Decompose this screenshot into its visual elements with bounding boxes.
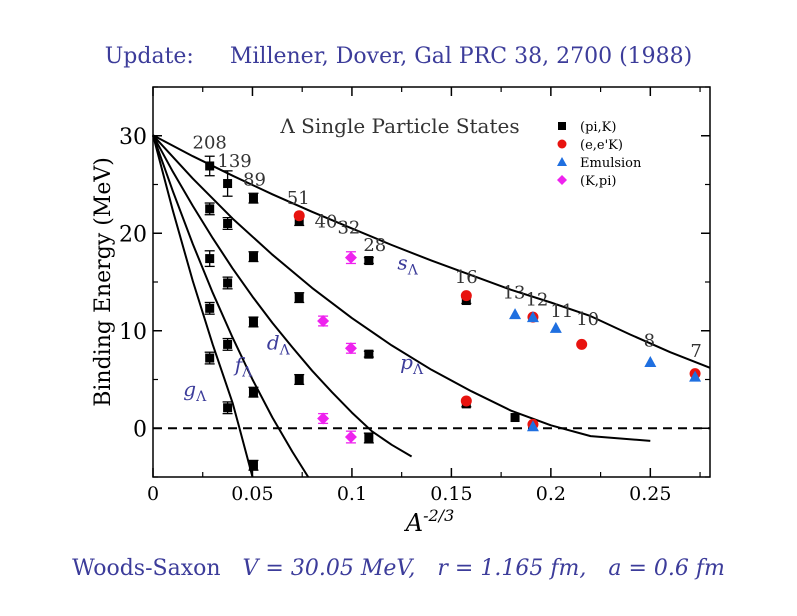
curve-s bbox=[152, 134, 711, 369]
mass-number-label: 32 bbox=[337, 217, 360, 238]
point-emulsion bbox=[526, 311, 539, 323]
curve-label-f: fΛ bbox=[233, 353, 253, 381]
header-reference: Millener, Dover, Gal PRC 38, 2700 (1988) bbox=[229, 44, 693, 69]
curve-label-g: gΛ bbox=[183, 377, 207, 405]
legend: (pi,K) (e,e'K) Emulsion (K,pi) bbox=[557, 120, 642, 189]
mass-number-label: 13 bbox=[503, 283, 526, 304]
curve-g bbox=[152, 135, 254, 478]
point-kpi bbox=[344, 342, 357, 355]
x-tick-label: 0.25 bbox=[629, 483, 671, 505]
y-tick-label: 0 bbox=[133, 417, 147, 442]
point-pik bbox=[205, 254, 215, 264]
y-tick-label: 30 bbox=[119, 125, 147, 150]
point-kpi bbox=[317, 315, 330, 327]
point-pik bbox=[248, 193, 258, 203]
mass-number-label: 11 bbox=[550, 301, 573, 322]
axes: 0 0.05 0.1 0.15 0.2 0.25 0 10 20 30 bbox=[119, 86, 710, 505]
legend-label: (K,pi) bbox=[580, 174, 616, 189]
point-pik bbox=[223, 403, 233, 413]
x-tick-label: 0 bbox=[147, 483, 159, 505]
y-axis-label: Binding Energy (MeV) bbox=[91, 157, 116, 407]
mass-number-label: 16 bbox=[455, 267, 478, 288]
point-eek bbox=[293, 210, 305, 222]
point-pik bbox=[248, 317, 258, 327]
point-pik bbox=[248, 252, 258, 262]
mass-number-label: 208 bbox=[193, 132, 227, 153]
point-pik bbox=[364, 256, 374, 266]
y-tick-label: 10 bbox=[119, 320, 147, 345]
x-tick-label: 0.2 bbox=[536, 483, 566, 505]
woods-saxon-curves bbox=[152, 134, 711, 478]
header: Update: Millener, Dover, Gal PRC 38, 2700… bbox=[0, 44, 797, 69]
point-emulsion bbox=[549, 321, 562, 333]
point-pik bbox=[223, 339, 233, 349]
legend-label: (pi,K) bbox=[580, 120, 616, 135]
point-pik bbox=[510, 413, 520, 423]
point-pik bbox=[223, 278, 233, 288]
legend-label: Emulsion bbox=[580, 156, 642, 171]
point-pik bbox=[205, 161, 215, 171]
point-pik bbox=[205, 204, 215, 214]
curve-f bbox=[152, 134, 310, 478]
mass-number-label: 7 bbox=[690, 341, 701, 362]
point-eek bbox=[576, 338, 588, 350]
curve-label-d: dΛ bbox=[267, 330, 291, 358]
chart-title: Λ Single Particle States bbox=[279, 114, 519, 138]
point-kpi bbox=[317, 412, 330, 425]
legend-marker bbox=[557, 157, 567, 166]
point-eek bbox=[460, 290, 472, 302]
point-pik bbox=[364, 433, 374, 443]
point-pik bbox=[248, 387, 258, 397]
point-pik bbox=[294, 293, 304, 303]
footer-diffuseness: a = 0.6 fm bbox=[608, 556, 725, 581]
x-axis-label: A-2/3 bbox=[404, 506, 455, 537]
legend-marker bbox=[558, 122, 566, 130]
mass-number-label: 51 bbox=[287, 188, 310, 209]
point-emulsion bbox=[526, 420, 539, 432]
legend-marker bbox=[557, 139, 567, 149]
point-pik bbox=[223, 219, 233, 228]
point-pik bbox=[205, 353, 215, 363]
point-emulsion bbox=[644, 355, 657, 367]
x-tick-label: 0.05 bbox=[231, 483, 273, 505]
x-tick-label: 0.1 bbox=[337, 483, 367, 505]
legend-label: (e,e'K) bbox=[580, 138, 623, 153]
mass-number-label: 40 bbox=[315, 211, 338, 232]
curve-d bbox=[152, 134, 413, 458]
mass-number-label: 12 bbox=[525, 289, 548, 310]
point-pik bbox=[294, 375, 304, 384]
mass-number-label: 89 bbox=[243, 169, 266, 190]
point-emulsion bbox=[689, 370, 702, 382]
point-kpi bbox=[344, 431, 357, 444]
point-kpi bbox=[344, 251, 357, 264]
footer-radius: r = 1.165 fm, bbox=[437, 556, 587, 581]
curve-label-s: sΛ bbox=[397, 250, 418, 278]
point-emulsion bbox=[509, 308, 522, 320]
mass-number-label: 28 bbox=[363, 235, 386, 256]
point-pik bbox=[248, 460, 258, 470]
mass-number-label: 139 bbox=[217, 151, 251, 172]
footer-potential: V = 30.05 MeV, bbox=[242, 556, 416, 581]
mass-number-label: 8 bbox=[644, 330, 655, 351]
legend-marker bbox=[557, 175, 567, 185]
curve-p bbox=[152, 134, 651, 442]
point-pik bbox=[205, 303, 215, 313]
y-tick-label: 20 bbox=[119, 222, 147, 247]
curve-label-p: pΛ bbox=[400, 350, 424, 378]
footer-model: Woods-Saxon bbox=[72, 556, 221, 581]
x-tick-label: 0.15 bbox=[430, 483, 472, 505]
point-pik bbox=[364, 349, 374, 359]
header-label: Update: bbox=[104, 44, 194, 69]
mass-number-label: 10 bbox=[576, 309, 599, 330]
data-points bbox=[204, 155, 702, 471]
point-eek bbox=[460, 395, 472, 407]
point-pik bbox=[223, 179, 233, 189]
footer: Woods-Saxon V = 30.05 MeV, r = 1.165 fm, a … bbox=[0, 556, 797, 581]
